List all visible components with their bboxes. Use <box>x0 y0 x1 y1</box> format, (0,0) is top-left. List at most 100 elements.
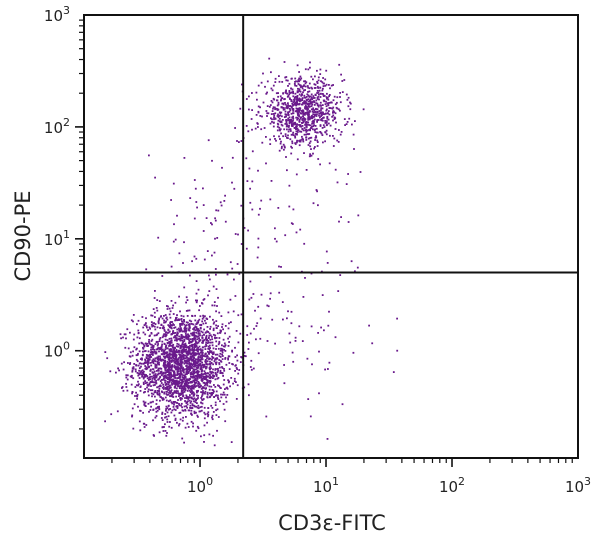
scatter-point <box>189 406 191 409</box>
scatter-point <box>277 101 280 104</box>
scatter-point <box>296 131 299 133</box>
scatter-point <box>328 162 331 165</box>
scatter-point <box>308 87 311 90</box>
scatter-point <box>222 391 225 394</box>
scatter-point <box>194 341 197 343</box>
scatter-point <box>332 106 335 109</box>
scatter-point <box>195 345 198 348</box>
scatter-point <box>195 301 198 304</box>
scatter-point <box>324 78 327 81</box>
scatter-point <box>212 322 215 325</box>
scatter-point <box>337 290 340 292</box>
scatter-point <box>290 133 293 136</box>
scatter-point <box>174 366 177 368</box>
scatter-point <box>305 169 308 171</box>
scatter-point <box>191 340 193 343</box>
scatter-point <box>336 96 339 99</box>
scatter-point <box>292 104 295 106</box>
scatter-point <box>295 80 297 83</box>
scatter-point <box>296 139 298 142</box>
scatter-point <box>200 357 203 359</box>
scatter-point <box>174 332 177 334</box>
scatter-point <box>184 388 187 390</box>
scatter-point <box>158 405 160 408</box>
scatter-point <box>204 352 207 355</box>
scatter-point <box>174 319 176 322</box>
scatter-point <box>321 89 324 92</box>
scatter-point <box>325 69 328 72</box>
scatter-point <box>176 380 179 383</box>
scatter-point <box>172 343 175 346</box>
scatter-point <box>147 362 150 364</box>
scatter-point <box>125 386 128 388</box>
scatter-point <box>165 316 168 319</box>
scatter-point <box>131 369 134 372</box>
scatter-point <box>236 384 239 387</box>
scatter-point <box>209 380 212 383</box>
y-tick-label-exponent: 2 <box>63 116 70 129</box>
scatter-point <box>203 381 205 384</box>
scatter-point <box>192 368 195 371</box>
scatter-point <box>302 113 304 115</box>
scatter-point <box>295 127 298 130</box>
scatter-point <box>283 364 285 366</box>
scatter-point <box>208 366 211 369</box>
scatter-point <box>154 363 157 366</box>
scatter-point <box>209 381 211 384</box>
scatter-point <box>244 355 247 358</box>
scatter-point <box>279 138 281 140</box>
scatter-point <box>288 110 291 113</box>
scatter-point <box>181 370 184 372</box>
scatter-point <box>179 323 181 325</box>
scatter-point <box>279 114 282 117</box>
scatter-point <box>196 414 199 417</box>
scatter-point <box>187 372 190 374</box>
scatter-point <box>155 403 158 405</box>
scatter-point <box>280 266 282 268</box>
scatter-point <box>324 122 327 124</box>
scatter-point <box>155 382 158 385</box>
scatter-point <box>319 68 322 71</box>
scatter-point <box>154 395 156 398</box>
scatter-point <box>164 335 167 338</box>
scatter-point <box>191 339 194 341</box>
scatter-point <box>180 367 182 369</box>
scatter-point <box>197 350 199 353</box>
scatter-point <box>151 371 154 374</box>
scatter-point <box>209 315 211 318</box>
scatter-point <box>289 98 291 100</box>
scatter-point <box>283 108 286 111</box>
scatter-point <box>197 347 199 349</box>
scatter-point <box>179 324 182 326</box>
scatter-point <box>327 368 329 370</box>
scatter-point <box>298 88 301 91</box>
scatter-point <box>171 365 174 368</box>
scatter-point <box>232 363 234 366</box>
x-tick-label-exponent: 1 <box>332 475 339 488</box>
scatter-point <box>193 361 196 363</box>
scatter-point <box>233 377 236 380</box>
scatter-point <box>292 115 294 118</box>
scatter-point <box>194 360 197 363</box>
scatter-point <box>266 80 269 83</box>
scatter-point <box>251 208 254 211</box>
scatter-point <box>287 102 289 105</box>
scatter-point <box>159 399 161 402</box>
scatter-point <box>309 98 312 101</box>
scatter-point <box>260 81 263 84</box>
scatter-point <box>185 405 188 407</box>
scatter-point <box>172 332 175 335</box>
scatter-point <box>292 131 295 134</box>
scatter-point <box>205 361 207 364</box>
scatter-point <box>212 411 215 413</box>
scatter-point <box>318 98 320 101</box>
scatter-point <box>217 396 219 399</box>
scatter-point <box>181 354 184 357</box>
scatter-point <box>237 233 239 236</box>
scatter-point <box>336 181 339 184</box>
scatter-point <box>211 418 214 421</box>
scatter-point <box>257 213 260 216</box>
scatter-point <box>205 336 208 339</box>
scatter-point <box>185 321 188 324</box>
scatter-point <box>207 139 210 142</box>
